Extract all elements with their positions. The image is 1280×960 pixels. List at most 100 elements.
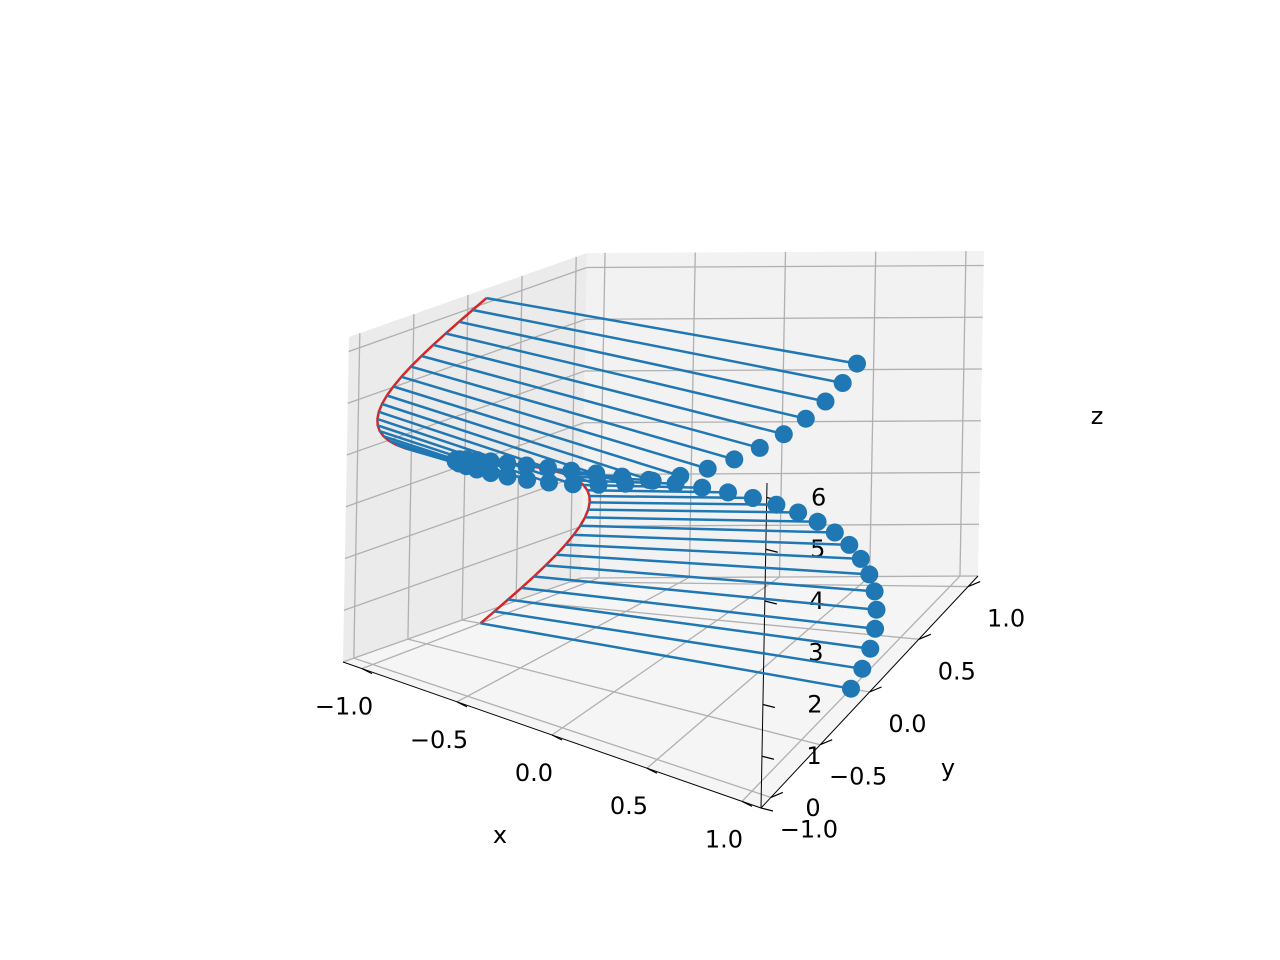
stem-line [494,610,863,671]
z-tick [762,703,776,709]
stem-marker [517,456,536,475]
stem-marker [767,495,786,514]
y-tick-label: 0.0 [888,710,926,738]
grid-line-z-back [583,420,981,424]
stem-marker [564,475,582,494]
grid-line-z-back [586,264,984,269]
x-tick [551,734,563,741]
tick-marks [361,496,981,812]
y-tick-label: −0.5 [829,763,887,791]
stem-marker [481,464,500,482]
x-tick-label: −0.5 [410,726,468,754]
stem-line [580,524,835,534]
stem-line [565,543,861,561]
stem-line [480,622,852,690]
stem-marker [743,489,762,507]
stem-marker [518,470,537,489]
stem-line [378,410,599,486]
stem-line [507,598,871,650]
z-tick-label: 5 [810,535,825,563]
y-tick [819,739,833,746]
grid-line-z-back [585,316,983,320]
stem-marker [825,523,844,542]
z-tick [764,600,777,605]
y-tick [918,633,932,640]
stem-line [573,533,850,547]
stem-marker [808,512,827,531]
stem-marker [643,471,662,490]
stem-line [472,308,843,385]
stem-marker [867,600,886,619]
x-tick-label: 0.5 [610,792,648,820]
stem-line [584,516,818,524]
grid-line-y-floor [353,657,772,799]
grid-line-z-side [342,577,582,663]
x-tick [456,701,468,708]
stem-marker [693,478,712,497]
grid-line-x-back [688,252,696,578]
z-tick-label: 2 [807,691,822,719]
grid-line-x-back [869,251,877,577]
stem-marker [842,679,860,698]
grid-line-y-side [569,256,577,582]
grid-line-z-back [581,523,979,527]
y-tick-label: 0.5 [938,657,976,685]
stem-line [458,320,826,403]
grid-line-x-back [778,251,787,578]
stem-marker [860,565,879,584]
stem-marker [774,425,793,444]
stem-line [393,385,681,478]
stem-line [386,394,654,482]
z-tick-label: 1 [806,742,821,770]
stem-markers [446,354,886,698]
stem-line [556,553,870,576]
stem-line [521,586,876,631]
stem-marker [498,454,517,473]
x-tick-label: 1.0 [705,825,743,853]
grid-line-z-side [343,525,583,611]
stem-marker [540,473,558,492]
stem-line [381,402,626,485]
stem-line [401,375,709,470]
stem-marker [853,659,872,678]
stem-line [588,508,799,514]
grid-line-z-side [348,266,587,353]
stem-marker [698,459,717,478]
stem-marker [616,474,635,493]
y-tick-label: −1.0 [780,816,838,844]
floor-pane [343,576,978,808]
stem-marker [796,409,815,428]
z-tick-label: 4 [809,587,824,615]
grid-line-z-back [584,368,982,372]
y-tick [869,686,882,693]
stem-marker [719,483,737,502]
grid-line-z-side [347,318,586,404]
stem-marker [539,459,557,477]
stem-marker [467,460,486,479]
stem-marker [833,374,852,392]
y-tick-label: 1.0 [987,605,1025,633]
x-tick-label: −1.0 [315,693,373,721]
x-axis-label: x [493,821,507,849]
z-tick-label: 6 [811,484,826,512]
grid-line-y-floor [407,638,821,746]
stem-marker [789,503,808,522]
z-tick [765,548,778,553]
y-axis-label: y [941,754,955,782]
stem-line [410,365,735,461]
stem-line [545,564,875,593]
stem-marker [750,438,769,457]
stem-marker [589,475,608,494]
stem-marker [562,461,581,480]
stem-marker [725,450,744,469]
stem-marker [866,619,885,638]
tick-labels: −1.0−0.50.00.51.0 −1.0−0.50.00.51.0012345… [315,484,1025,854]
y-tick [967,580,981,588]
grid-line-x-back [598,252,606,578]
stem-marker [498,467,517,486]
stem-line [445,332,807,420]
grid-line-z-side [346,370,586,456]
stem-marker [671,466,690,485]
grid-line-z-back [580,575,979,579]
z-axis-line [760,482,768,809]
